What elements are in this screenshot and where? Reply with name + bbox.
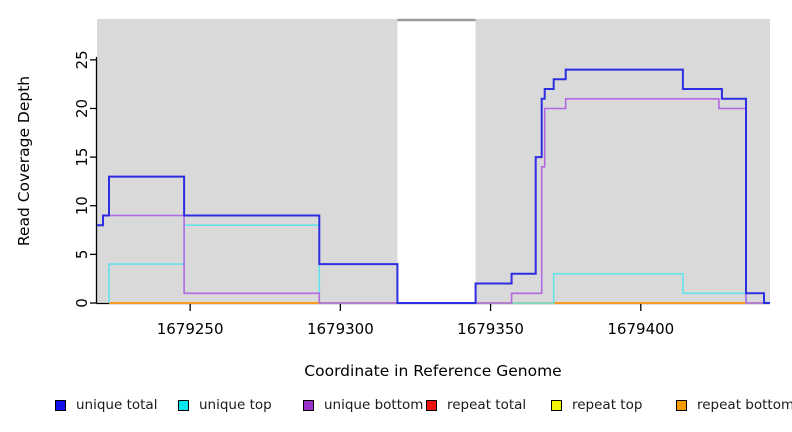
shaded-region — [97, 19, 398, 303]
legend-label: unique bottom — [324, 397, 424, 413]
legend-swatch-unique-top — [178, 399, 189, 411]
legend-label: repeat bottom — [697, 397, 792, 413]
legend-swatch-repeat-top — [551, 399, 562, 411]
x-axis-title: Coordinate in Reference Genome — [304, 362, 562, 380]
y-axis-title: Read Coverage Depth — [15, 75, 33, 247]
legend-swatch-repeat-total — [426, 399, 437, 411]
series-unique-total — [97, 68, 770, 304]
legend-label: repeat total — [447, 397, 527, 413]
x-tick-label: 1679350 — [457, 320, 524, 338]
x-tick-label: 1679250 — [157, 320, 224, 338]
plot-area: 0 5 10 15 20 25 1679250 1679300 1679350 1679400 — [73, 18, 770, 338]
legend-item-repeat-total: repeat total — [426, 397, 526, 413]
y-tick-label: 10 — [73, 196, 91, 215]
legend-swatch-unique-bottom — [303, 399, 314, 411]
series-unique-bottom — [97, 98, 770, 304]
legend-item-unique-total: unique total — [55, 397, 157, 413]
legend-label: unique total — [76, 397, 158, 413]
y-tick-label: 0 — [73, 298, 91, 308]
y-tick-label: 25 — [73, 50, 91, 69]
legend-swatch-repeat-bottom — [676, 399, 687, 411]
legend-swatch-unique-total — [55, 399, 66, 411]
legend-label: repeat top — [572, 397, 643, 413]
y-tick-label: 5 — [73, 250, 91, 260]
legend-item-unique-top: unique top — [178, 397, 272, 413]
legend-item-repeat-bottom: repeat bottom — [676, 397, 792, 413]
x-tick-label: 1679300 — [307, 320, 374, 338]
legend-item-repeat-top: repeat top — [551, 397, 642, 413]
shaded-region — [475, 19, 770, 303]
legend-label: unique top — [199, 397, 272, 413]
x-tick-label: 1679400 — [607, 320, 674, 338]
y-tick-label: 15 — [73, 148, 91, 167]
legend-item-unique-bottom: unique bottom — [303, 397, 423, 413]
y-tick-label: 20 — [73, 99, 91, 118]
legend: unique total unique top unique bottom repea… — [0, 397, 792, 415]
